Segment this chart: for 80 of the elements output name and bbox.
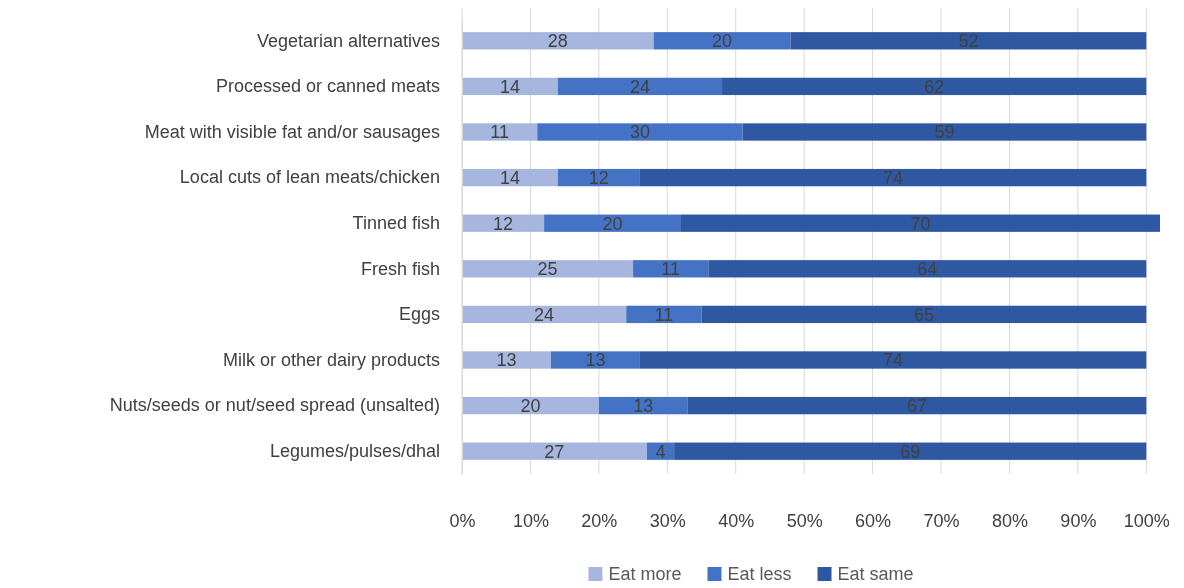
y-tick-label: Milk or other dairy products [222,349,440,370]
data-label: 70 [910,213,931,234]
bar [462,123,538,141]
bar [462,32,654,50]
data-label: 74 [883,167,904,188]
bar [639,351,1147,369]
x-tick-label: 70% [923,510,960,531]
data-label: 11 [661,259,681,280]
data-label: 69 [900,441,921,462]
data-label: 25 [537,259,558,280]
data-label: 12 [588,167,609,188]
data-label: 64 [917,259,938,280]
x-tick-label: 20% [581,510,618,531]
bar [462,396,599,415]
data-label: 13 [633,395,654,416]
x-tick-label: 0% [449,510,476,531]
x-tick-label: 60% [855,510,892,531]
bar [537,123,743,141]
y-tick-label: Eggs [398,304,440,325]
data-label: 74 [883,350,904,371]
bar [462,351,551,369]
y-tick-label: Nuts/seeds or nut/seed spread (unsalted) [109,395,440,416]
data-label: 20 [520,395,541,416]
y-tick-label: Vegetarian alternatives [256,30,440,51]
bar [557,77,723,96]
data-label: 24 [629,76,650,97]
data-label: 65 [913,304,934,325]
data-label: 4 [655,441,666,462]
data-label: 14 [499,76,520,97]
bar [626,305,702,324]
bar [639,168,1147,187]
bar [462,305,627,324]
data-label: 67 [907,395,928,416]
data-label: 12 [493,213,514,234]
y-tick-label: Tinned fish [352,212,440,233]
bar [701,305,1147,324]
bar [557,168,640,187]
data-label: 52 [958,31,979,52]
x-tick-label: 90% [1060,510,1097,531]
data-label: 11 [654,304,674,325]
data-label: 27 [544,441,565,462]
x-tick-label: 10% [512,510,549,531]
bar [653,32,791,50]
y-tick-label: Processed or canned meats [215,76,440,97]
bar [544,214,681,232]
data-label: 20 [602,213,623,234]
x-tick-label: 40% [718,510,755,531]
x-tick-label: 80% [991,510,1028,531]
bar [742,123,1147,141]
x-tick-label: 100% [1123,510,1170,531]
bar [687,396,1147,415]
y-tick-label: Legumes/pulses/dhal [269,440,440,461]
y-tick-label: Local cuts of lean meats/chicken [179,167,440,188]
bar [462,260,634,278]
data-label: 24 [534,304,555,325]
legend-label: Eat same [837,564,914,585]
data-label: 59 [934,122,955,143]
data-label: 30 [629,122,650,143]
data-label: 20 [712,31,733,52]
data-label: 62 [924,76,945,97]
data-label: 13 [585,350,606,371]
bar [722,77,1147,96]
x-tick-label: 30% [649,510,686,531]
bar [462,77,558,96]
bar [708,260,1147,278]
legend-label: Eat more [608,564,682,585]
bar [790,32,1147,50]
y-tick-label: Fresh fish [360,258,440,279]
y-tick-label: Meat with visible fat and/or sausages [144,121,440,142]
bar [674,442,1147,460]
bar [462,168,558,187]
bar [462,442,647,460]
data-label: 28 [547,31,568,52]
bar [550,351,640,369]
data-label: 14 [499,167,520,188]
data-label: 11 [490,122,509,143]
x-tick-label: 50% [786,510,823,531]
data-label: 13 [496,350,517,371]
bar [680,214,1160,232]
legend-label: Eat less [727,564,792,585]
